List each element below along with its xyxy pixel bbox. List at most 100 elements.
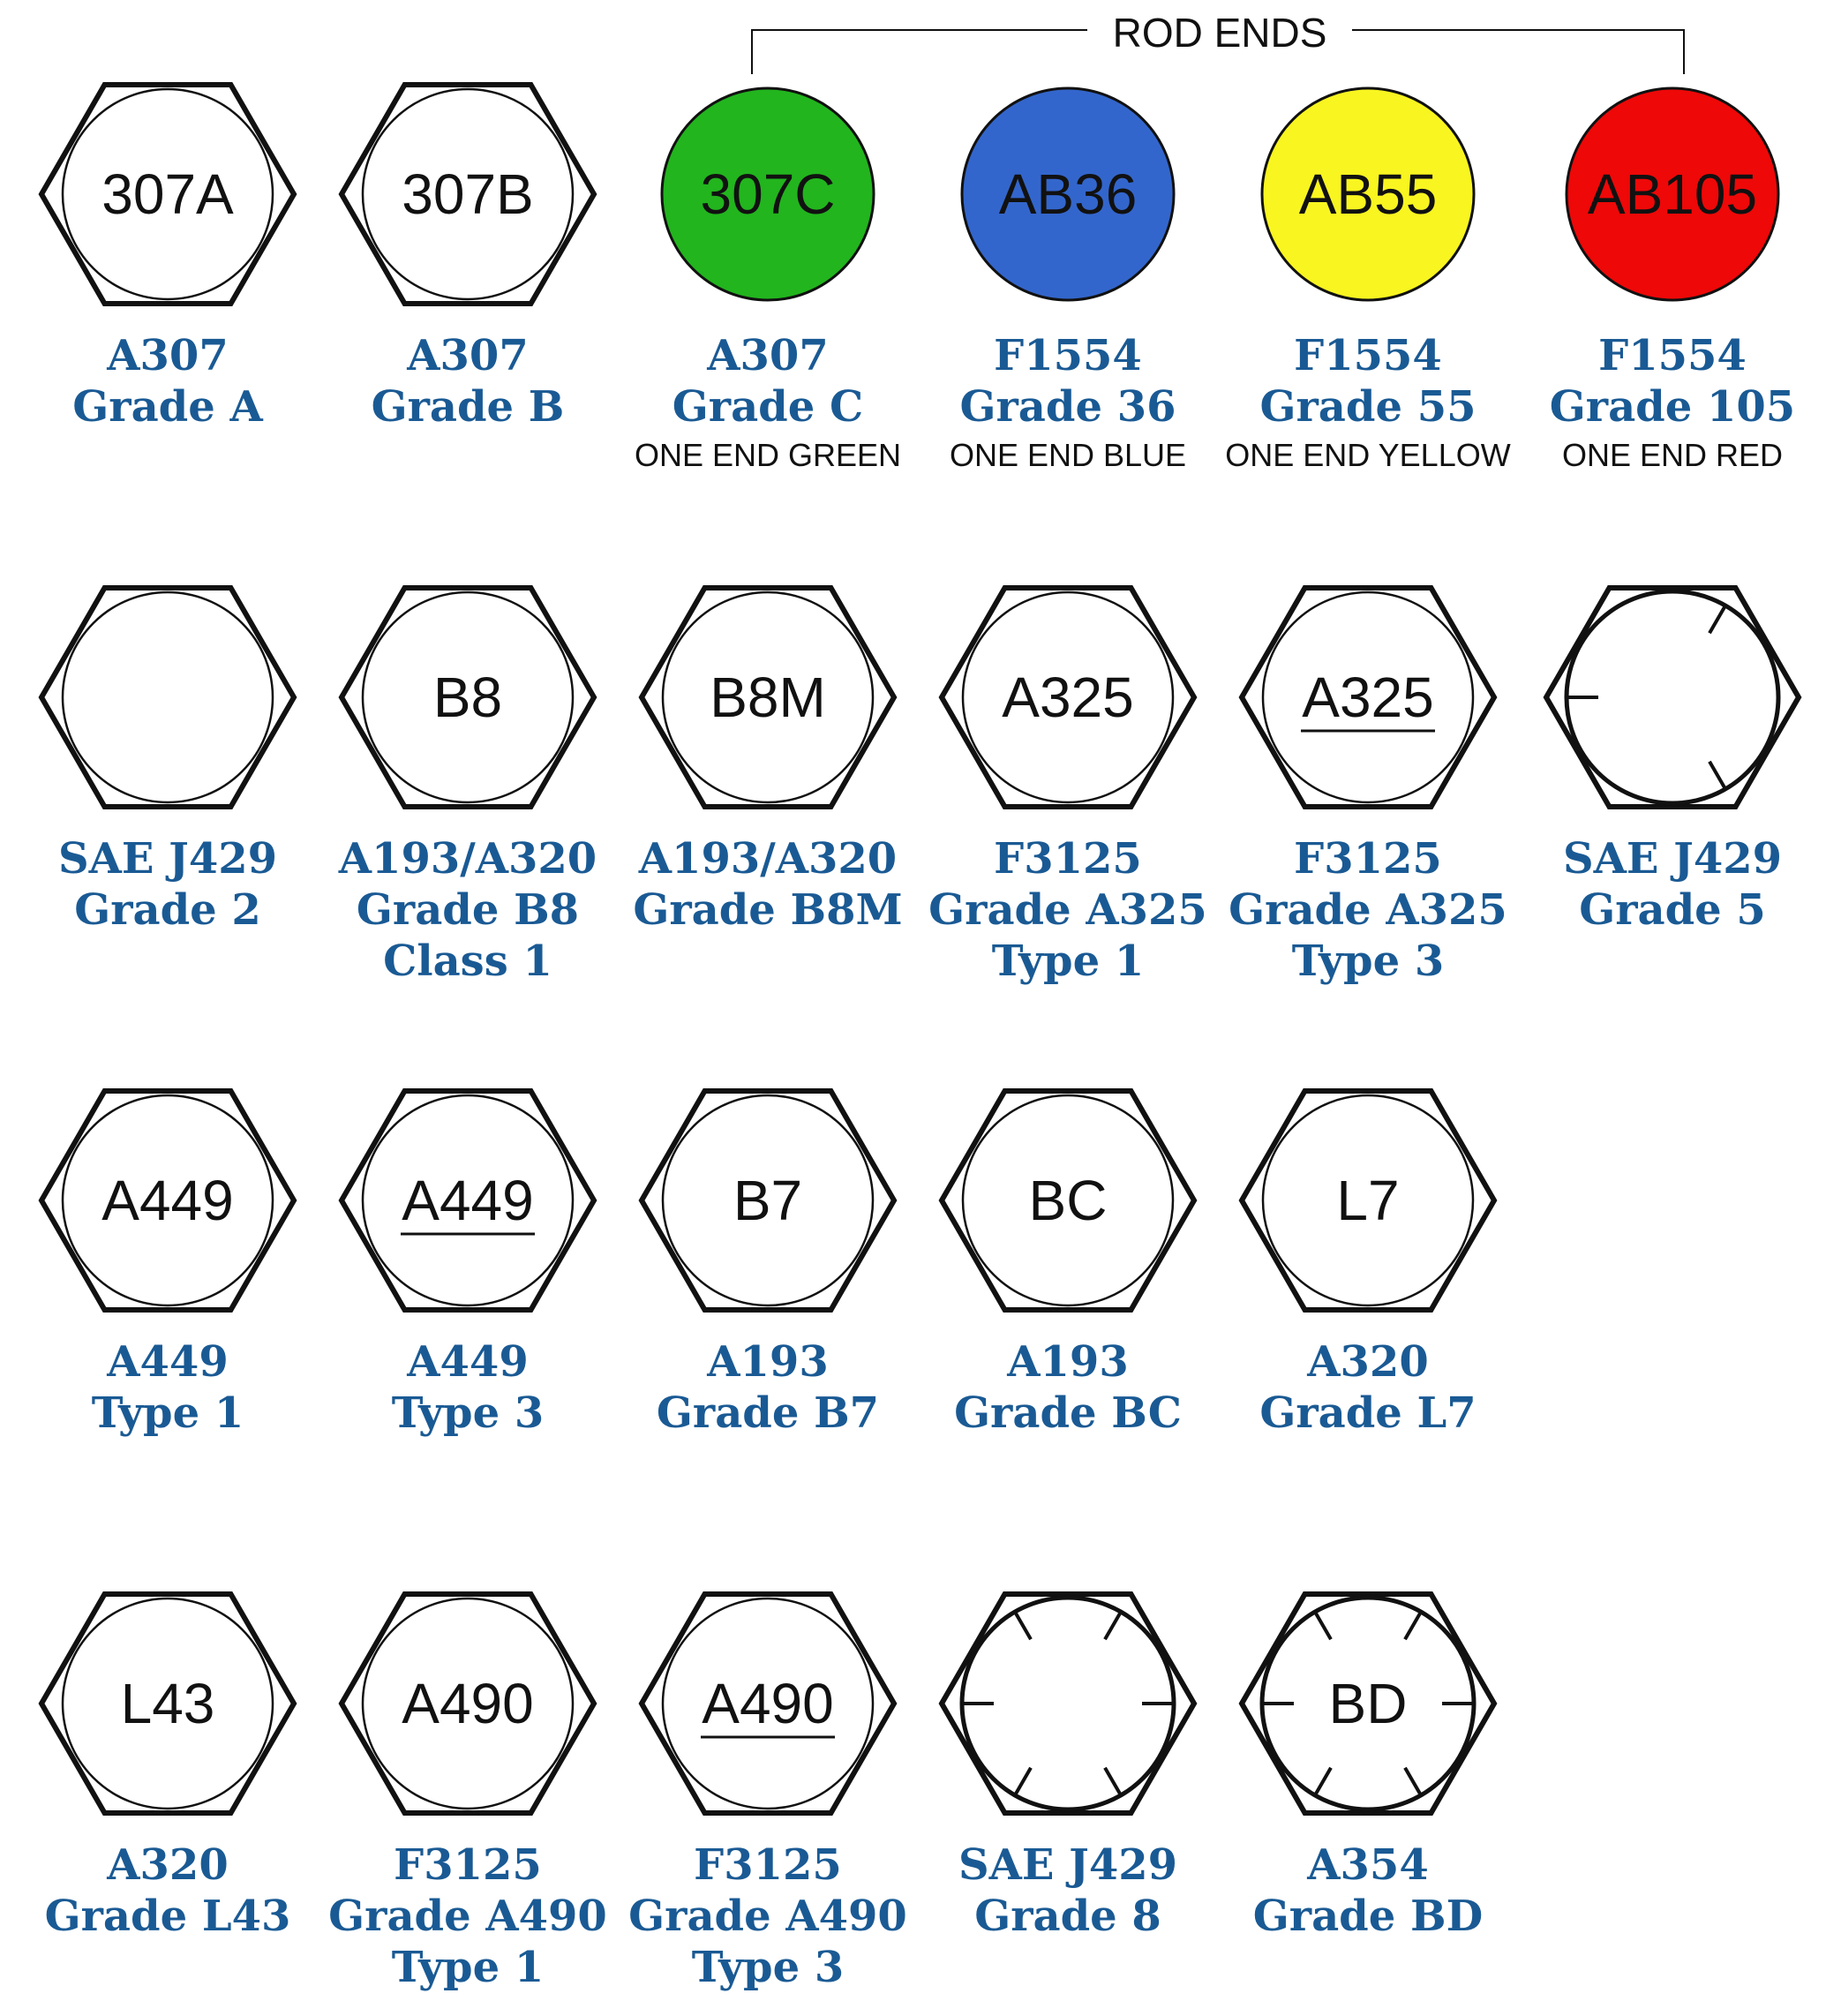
grade-caption-line: F3125 <box>994 834 1142 884</box>
hex-bolt-head-icon: 307B <box>338 82 597 306</box>
color-code-note: ONE END GREEN <box>634 437 902 473</box>
grade-caption-line: Grade A490 <box>328 1892 607 1941</box>
grade-marking-item: BC A193 Grade BC <box>918 1086 1218 1439</box>
grade-caption: F3125 Grade A490 Type 1 <box>318 1839 618 1993</box>
radial-line-mark <box>1103 1766 1123 1796</box>
grade-caption-line: Grade A325 <box>928 885 1207 935</box>
grade-marking-item: L7 A320 Grade L7 <box>1218 1086 1518 1439</box>
grade-caption: SAE J429 Grade 5 <box>1522 833 1822 936</box>
hex-bolt-head-icon: B7 <box>638 1088 898 1313</box>
hexagon-outline <box>38 1088 297 1313</box>
grade-caption: SAE J429 Grade 8 <box>918 1839 1218 1942</box>
grade-marking-item: AB105 F1554 Grade 105 ONE END RED <box>1522 79 1822 475</box>
grade-caption-line: Grade 105 <box>1549 382 1796 432</box>
hex-bolt-head-icon: A490 <box>338 1591 597 1816</box>
hexagon-outline <box>1238 1088 1498 1313</box>
rod-end-color-icon: 307C <box>660 87 875 302</box>
hex-bolt-head-icon: A449 <box>338 1088 597 1313</box>
grade-caption-line: F3125 <box>394 1840 542 1890</box>
grade-marking-item: 307C A307 Grade C ONE END GREEN <box>618 79 918 475</box>
hex-bolt-head-icon: L7 <box>1238 1088 1498 1313</box>
radial-line-mark <box>1708 605 1727 635</box>
grade-caption: A307 Grade A <box>18 330 318 433</box>
radial-line-mark <box>1103 1611 1123 1641</box>
grade-marking-item: AB36 F1554 Grade 36 ONE END BLUE <box>918 79 1218 475</box>
hex-bolt-head-icon <box>38 585 297 809</box>
grade-caption-line: A193 <box>1007 1337 1129 1387</box>
grade-caption-line: Type 3 <box>691 1943 845 1992</box>
grade-caption-line: Grade A <box>72 382 263 432</box>
bearing-face-circle <box>61 1094 274 1307</box>
color-code-note: ONE END YELLOW <box>1225 437 1511 473</box>
radial-line-mark <box>1313 1611 1333 1641</box>
head-marking-text: A490 <box>702 1672 833 1735</box>
grade-caption-line: F1554 <box>1294 331 1442 380</box>
bearing-face-circle <box>661 1094 875 1307</box>
grade-caption-line: Grade 36 <box>959 382 1176 432</box>
bearing-face-circle <box>361 591 575 804</box>
head-marking-text: AB105 <box>1588 162 1757 226</box>
grade-caption: F1554 Grade 55 <box>1218 330 1518 433</box>
grade-caption-line: Type 3 <box>391 1388 545 1438</box>
grade-caption-line: F3125 <box>694 1840 842 1890</box>
head-marking-text: AB55 <box>1299 162 1438 226</box>
head-marking-text: B7 <box>733 1169 802 1232</box>
grade-caption-line: Grade A325 <box>1229 885 1507 935</box>
grade-caption-line: Grade BC <box>954 1388 1182 1438</box>
grade-marking-item: SAE J429 Grade 5 <box>1522 583 1822 936</box>
rod-end-color-icon: AB36 <box>960 87 1176 302</box>
rod-end-color-circle <box>660 87 875 302</box>
grade-marking-item: SAE J429 Grade 8 <box>918 1589 1218 1942</box>
hex-bolt-head-icon: A325 <box>1238 585 1498 809</box>
rod-end-color-circle <box>1260 87 1476 302</box>
grade-caption-line: Grade B8 <box>356 885 580 935</box>
grade-caption: A320 Grade L43 <box>18 1839 318 1942</box>
grade-marking-item: 307B A307 Grade B <box>318 79 618 433</box>
hex-bolt-head-icon <box>938 1591 1198 1816</box>
grade-caption-line: Grade BD <box>1252 1892 1484 1941</box>
rod-ends-label: ROD ENDS <box>1087 9 1352 56</box>
head-marking-text: 307C <box>701 162 836 226</box>
grade-caption-line: A193/A320 <box>338 834 597 884</box>
hex-bolt-head-icon: B8M <box>638 585 898 809</box>
grade-marking-item: A325 F3125 Grade A325 Type 3 <box>1218 583 1518 987</box>
grade-caption-line: Grade 2 <box>74 885 261 935</box>
hexagon-outline <box>1238 1591 1498 1816</box>
hexagon-outline <box>938 1591 1198 1816</box>
head-marking-text: A325 <box>1302 666 1433 729</box>
grade-caption: A449 Type 3 <box>318 1336 618 1439</box>
grade-caption-line: Grade C <box>672 382 864 432</box>
grade-caption-line: Grade B <box>371 382 565 432</box>
head-marking-text: L7 <box>1336 1169 1399 1232</box>
grade-caption-line: Grade 55 <box>1259 382 1477 432</box>
grade-marking-item: 307A A307 Grade A <box>18 79 318 433</box>
radial-line-mark <box>1013 1611 1033 1641</box>
radial-line-mark <box>1403 1611 1423 1641</box>
hex-bolt-head-icon: A325 <box>938 585 1198 809</box>
grade-caption-line: Type 1 <box>91 1388 244 1438</box>
grade-caption-line: Grade 8 <box>974 1892 1161 1941</box>
bearing-face-circle <box>961 1094 1175 1307</box>
grade-caption-line: Grade L43 <box>44 1892 291 1941</box>
hexagon-outline <box>1543 585 1802 809</box>
grade-caption-line: SAE J429 <box>958 1840 1178 1890</box>
grade-caption-line: SAE J429 <box>1562 834 1783 884</box>
hex-bolt-head-icon <box>1543 585 1802 809</box>
grade-caption-line: F1554 <box>994 331 1142 380</box>
bearing-face-circle <box>661 591 875 804</box>
color-code-note: ONE END RED <box>1561 437 1784 473</box>
grade-marking-item: SAE J429 Grade 2 <box>18 583 318 936</box>
grade-marking-item: B8M A193/A320 Grade B8M <box>618 583 918 936</box>
grade-marking-item: A449 A449 Type 3 <box>318 1086 618 1439</box>
grade-caption-line: Type 1 <box>991 937 1145 986</box>
grade-caption-line: Class 1 <box>383 937 552 986</box>
grade-caption: A307 Grade B <box>318 330 618 433</box>
grade-caption: A193 Grade BC <box>918 1336 1218 1439</box>
head-marking-text: A449 <box>402 1169 533 1232</box>
grade-caption-line: Grade 5 <box>1579 885 1766 935</box>
radial-line-mark <box>1708 760 1727 790</box>
grade-marking-item: B7 A193 Grade B7 <box>618 1086 918 1439</box>
hexagon-outline <box>338 1591 597 1816</box>
hexagon-outline <box>938 585 1198 809</box>
hex-bolt-head-icon: L43 <box>38 1591 297 1816</box>
